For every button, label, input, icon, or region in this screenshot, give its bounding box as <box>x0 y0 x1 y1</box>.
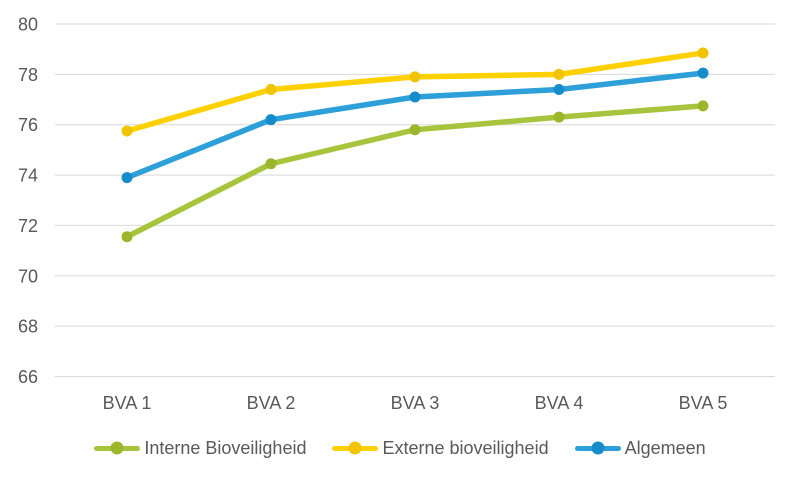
legend-item-interne: Interne Bioveiligheid <box>94 438 306 459</box>
legend-label: Algemeen <box>624 437 706 458</box>
data-point-marker <box>553 83 565 95</box>
y-axis-tick-label: 76 <box>18 115 38 135</box>
legend-dot-marker <box>110 441 124 455</box>
x-axis-tick-label: BVA 4 <box>535 393 584 413</box>
data-point-marker <box>553 68 565 80</box>
data-point-marker <box>121 125 133 137</box>
y-axis-tick-label: 74 <box>18 166 38 186</box>
x-axis-tick-label: BVA 5 <box>679 393 728 413</box>
legend-line-marker <box>332 441 379 455</box>
data-point-marker <box>265 83 277 95</box>
legend-line-marker <box>94 441 141 455</box>
legend-dot-marker <box>348 441 362 455</box>
y-axis-tick-label: 68 <box>18 317 38 337</box>
data-point-marker <box>697 47 709 59</box>
y-axis-tick-label: 72 <box>18 216 38 236</box>
data-point-marker <box>697 67 709 79</box>
legend-dot-marker <box>591 441 605 455</box>
chart-legend: Interne Bioveiligheid Externe bioveiligh… <box>0 434 800 462</box>
legend-label: Interne Bioveiligheid <box>144 437 307 458</box>
plot-area: 80 78 76 74 72 70 68 66 BVA 1 BVA 2 BVA 3 BVA 4 BVA … <box>18 15 775 413</box>
data-point-marker <box>553 111 565 123</box>
data-point-marker <box>697 100 709 112</box>
data-point-marker <box>121 231 133 243</box>
data-point-marker <box>265 114 277 126</box>
data-point-marker <box>265 158 277 170</box>
y-axis-tick-label: 78 <box>18 65 38 85</box>
x-axis-tick-label: BVA 1 <box>103 393 152 413</box>
legend-label: Externe bioveiligheid <box>382 437 549 458</box>
y-axis-tick-label: 66 <box>18 367 38 387</box>
legend-item-externe: Externe bioveiligheid <box>332 437 549 459</box>
y-axis-tick-label: 80 <box>18 15 38 35</box>
data-point-marker <box>409 91 421 103</box>
legend-line-marker <box>574 441 621 455</box>
y-axis-tick-label: 70 <box>18 266 38 286</box>
data-point-marker <box>409 71 421 83</box>
legend-item-algemeen: Algemeen <box>574 437 706 459</box>
x-axis-tick-label: BVA 3 <box>391 393 440 413</box>
x-axis-tick-label: BVA 2 <box>247 393 296 413</box>
data-point-marker <box>121 172 133 184</box>
data-point-marker <box>409 124 421 136</box>
